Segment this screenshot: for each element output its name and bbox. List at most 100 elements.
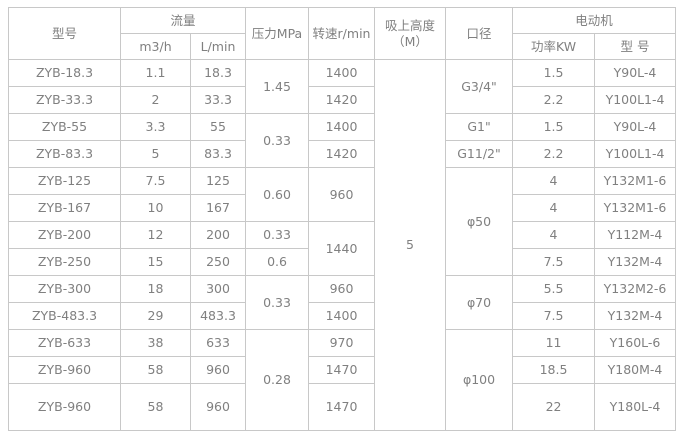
cell-flow-lmin: 55 <box>189 113 247 141</box>
cell-bore: φ50 <box>445 167 514 276</box>
cell-motor-power: 1.5 <box>512 59 596 87</box>
cell-model: ZYB-250 <box>8 248 121 276</box>
table-body: ZYB-18.3 1.1 18.3 1.45 1400 5 G3/4" 1.5 Y90L-4 ZY… <box>8 59 677 431</box>
cell-speed: 1400 <box>308 59 376 87</box>
cell-motor-type: Y132M2-6 <box>594 275 677 303</box>
table-row: ZYB-125 7.5 125 0.60 960 φ50 4 Y132M1-6 <box>8 167 677 276</box>
cell-flow-m3h: 2 <box>120 86 191 114</box>
cell-motor-type: Y180L-4 <box>594 383 677 431</box>
table-header: 型号 流量 压力MPa 转速r/min 吸上高度 （M） 口径 电动机 m3/h… <box>8 7 677 60</box>
cell-pressure: 0.33 <box>245 113 310 168</box>
pump-specification-table: 型号 流量 压力MPa 转速r/min 吸上高度 （M） 口径 电动机 m3/h… <box>8 7 677 431</box>
cell-flow-m3h: 38 <box>120 329 191 357</box>
header-suction-line1: 吸上高度 <box>385 17 436 33</box>
cell-motor-power: 7.5 <box>512 302 596 330</box>
cell-speed: 960 <box>308 167 376 222</box>
cell-flow-lmin: 483.3 <box>189 302 247 330</box>
cell-flow-m3h: 7.5 <box>120 167 191 195</box>
table-row: ZYB-167 10 167 4 Y132M1-6 <box>8 194 677 222</box>
cell-flow-m3h: 58 <box>120 356 191 384</box>
header-row-2: m3/h L/min 功率KW 型 号 <box>9 33 677 60</box>
header-suction-line2: （M） <box>392 33 428 49</box>
cell-pressure: 1.45 <box>245 59 310 114</box>
cell-model: ZYB-300 <box>8 275 121 303</box>
cell-speed: 1470 <box>308 356 376 384</box>
cell-flow-m3h: 15 <box>120 248 191 276</box>
cell-motor-power: 18.5 <box>512 356 596 384</box>
cell-bore: G1" <box>445 113 514 141</box>
cell-model: ZYB-167 <box>8 194 121 222</box>
cell-model: ZYB-125 <box>8 167 121 195</box>
cell-bore: G11/2" <box>445 140 514 168</box>
cell-motor-power: 1.5 <box>512 113 596 141</box>
header-flow-lmin: L/min <box>189 33 247 60</box>
cell-speed: 1420 <box>308 86 376 114</box>
header-pressure: 压力MPa <box>245 7 310 60</box>
cell-flow-lmin: 18.3 <box>189 59 247 87</box>
cell-speed: 1400 <box>308 113 376 141</box>
cell-motor-type: Y180M-4 <box>594 356 677 384</box>
header-flow-m3h: m3/h <box>120 33 191 60</box>
cell-motor-type: Y132M-4 <box>594 302 677 330</box>
cell-motor-type: Y132M1-6 <box>594 167 677 195</box>
cell-flow-lmin: 200 <box>189 221 247 249</box>
spec-table-container: 型号 流量 压力MPa 转速r/min 吸上高度 （M） 口径 电动机 m3/h… <box>8 7 677 431</box>
cell-motor-type: Y160L-6 <box>594 329 677 357</box>
table-row: ZYB-960 58 960 1470 22 Y180L-4 <box>8 383 677 431</box>
cell-flow-m3h: 58 <box>120 383 191 431</box>
cell-pressure: 0.28 <box>245 329 310 431</box>
cell-flow-lmin: 167 <box>189 194 247 222</box>
header-speed: 转速r/min <box>308 7 376 60</box>
cell-flow-lmin: 300 <box>189 275 247 303</box>
cell-motor-power: 4 <box>512 221 596 249</box>
cell-motor-power: 7.5 <box>512 248 596 276</box>
cell-model: ZYB-483.3 <box>8 302 121 330</box>
table-row: ZYB-55 3.3 55 0.33 1400 G1" 1.5 Y90L-4 <box>8 113 677 168</box>
cell-motor-type: Y112M-4 <box>594 221 677 249</box>
cell-motor-type: Y132M-4 <box>594 248 677 276</box>
cell-flow-lmin: 960 <box>189 356 247 384</box>
table-row: ZYB-33.3 2 33.3 1420 2.2 Y100L1-4 <box>8 86 677 114</box>
table-row: ZYB-300 18 300 0.33 960 φ70 5.5 Y132M2-6 <box>8 275 677 330</box>
cell-flow-lmin: 83.3 <box>189 140 247 168</box>
cell-motor-power: 4 <box>512 194 596 222</box>
cell-model: ZYB-960 <box>8 383 121 431</box>
cell-model: ZYB-18.3 <box>8 59 121 87</box>
cell-model: ZYB-200 <box>8 221 121 249</box>
cell-speed: 1440 <box>308 221 376 276</box>
header-bore: 口径 <box>445 7 514 60</box>
cell-flow-m3h: 18 <box>120 275 191 303</box>
table-row: ZYB-18.3 1.1 18.3 1.45 1400 5 G3/4" 1.5 Y90L-4 <box>8 59 677 431</box>
cell-speed: 970 <box>308 329 376 357</box>
header-model: 型号 <box>8 7 121 60</box>
header-flow-group: 流量 <box>119 7 247 34</box>
cell-speed: 1400 <box>308 302 376 330</box>
cell-pressure: 0.33 <box>245 275 310 330</box>
cell-motor-type: Y90L-4 <box>594 113 677 141</box>
cell-flow-lmin: 633 <box>189 329 247 357</box>
cell-motor-type: Y100L1-4 <box>594 140 677 168</box>
cell-motor-power: 4 <box>512 167 596 195</box>
cell-motor-power: 5.5 <box>512 275 596 303</box>
cell-suction-height: 5 <box>374 59 447 431</box>
cell-pressure: 0.6 <box>245 248 310 276</box>
cell-motor-power: 22 <box>512 383 596 431</box>
cell-model: ZYB-633 <box>8 329 121 357</box>
cell-flow-m3h: 12 <box>120 221 191 249</box>
cell-motor-power: 2.2 <box>512 86 596 114</box>
cell-motor-power: 11 <box>512 329 596 357</box>
cell-flow-lmin: 250 <box>189 248 247 276</box>
cell-flow-lmin: 960 <box>189 383 247 431</box>
cell-motor-power: 2.2 <box>512 140 596 168</box>
cell-flow-lmin: 33.3 <box>189 86 247 114</box>
cell-flow-m3h: 10 <box>120 194 191 222</box>
cell-speed: 960 <box>308 275 376 303</box>
cell-flow-lmin: 125 <box>189 167 247 195</box>
header-motor-type: 型 号 <box>594 33 677 60</box>
cell-motor-type: Y132M1-6 <box>594 194 677 222</box>
cell-flow-m3h: 29 <box>120 302 191 330</box>
header-row-1: 型号 流量 压力MPa 转速r/min 吸上高度 （M） 口径 电动机 <box>8 7 677 60</box>
table-row: ZYB-633 38 633 0.28 970 φ100 11 Y160L-6 <box>8 329 677 431</box>
cell-bore: φ70 <box>445 275 514 330</box>
cell-model: ZYB-960 <box>8 356 121 384</box>
